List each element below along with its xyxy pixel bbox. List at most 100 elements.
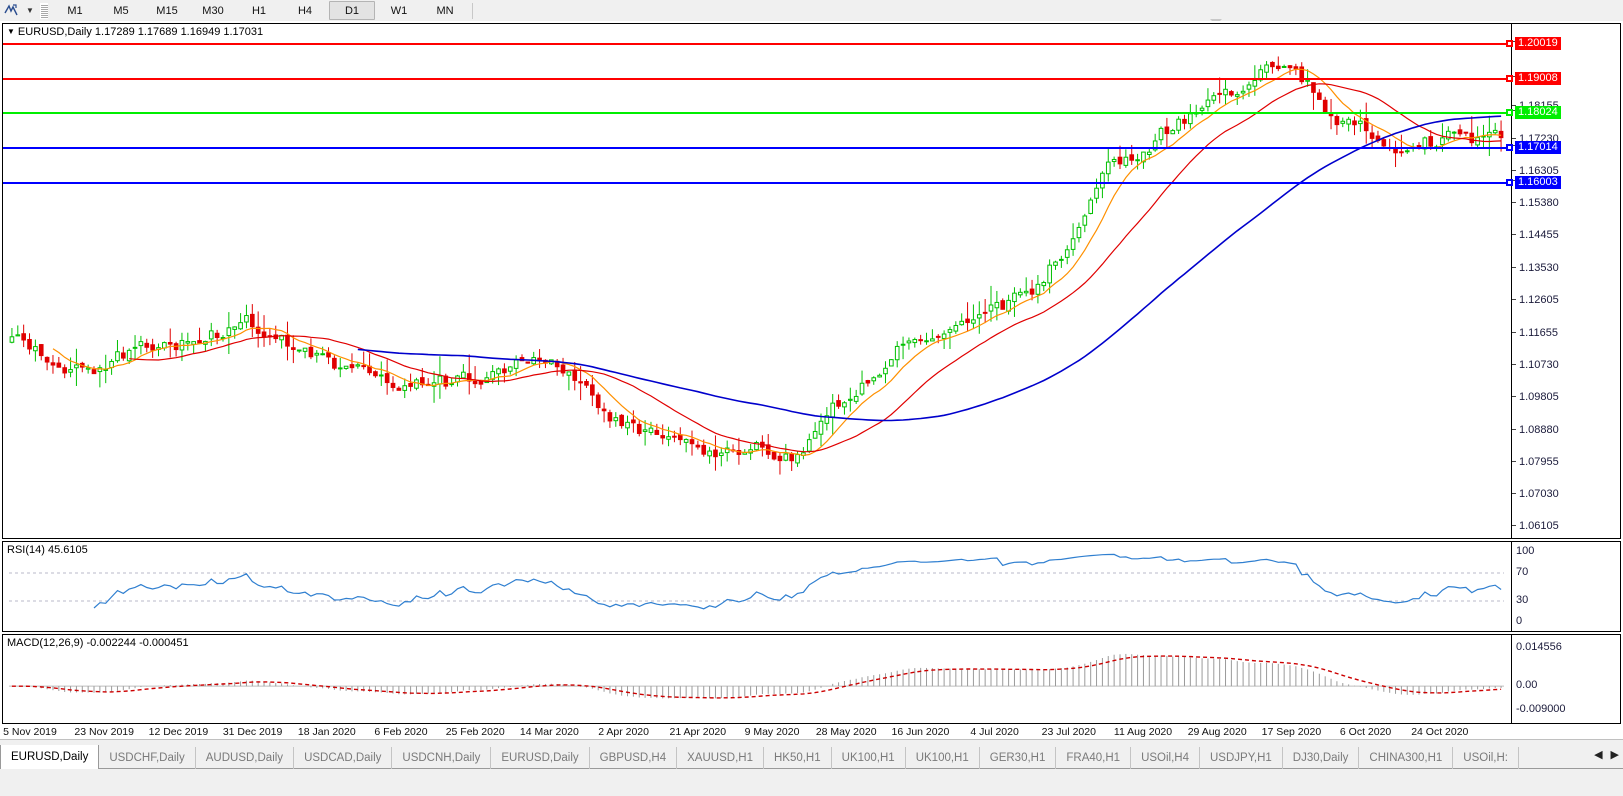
price-tick-6: 1.16305 <box>1512 165 1559 177</box>
date-tick-1: 23 Nov 2019 <box>74 726 134 738</box>
price-tick-14: 1.09805 <box>1512 391 1559 403</box>
tab-nav[interactable]: ◀ ▶ <box>1594 748 1619 761</box>
chart-tab-0[interactable]: EURUSD,Daily <box>0 745 100 769</box>
rsi-pane[interactable]: RSI(14) 45.6105 100 70 30 0 <box>2 541 1621 632</box>
rsi-line <box>9 553 1504 610</box>
chart-tab-1[interactable]: USDCHF,Daily <box>99 747 196 769</box>
macd-axis-separator <box>1511 635 1512 723</box>
date-tick-7: 14 Mar 2020 <box>519 726 579 738</box>
chart-tab-2[interactable]: AUDUSD,Daily <box>196 747 295 769</box>
timeframe-m30[interactable]: M30 <box>202 4 224 17</box>
chart-tab-5[interactable]: EURUSD,Daily <box>491 747 590 769</box>
chart-tab-9[interactable]: UK100,H1 <box>832 747 906 769</box>
level-line-1.18024[interactable] <box>3 112 1512 115</box>
chart-tab-11[interactable]: GER30,H1 <box>980 747 1057 769</box>
date-tick-15: 11 Aug 2020 <box>1113 726 1173 738</box>
date-tick-10: 9 May 2020 <box>744 726 800 738</box>
timeframe-m1[interactable]: M1 <box>67 4 83 17</box>
timeframe-m5[interactable]: M5 <box>113 4 129 17</box>
macd-y-axis: 0.014556 0.00 -0.009000 <box>1512 635 1620 723</box>
price-tick-15: 1.08880 <box>1512 424 1559 436</box>
chart-tab-12[interactable]: FRA40,H1 <box>1056 747 1132 769</box>
date-axis[interactable]: 5 Nov 2019 23 Nov 2019 12 Dec 2019 31 Dec 2… <box>2 726 1621 742</box>
chevron-left-icon[interactable]: ◀ <box>1594 749 1603 761</box>
chart-tab-3[interactable]: USDCAD,Daily <box>294 747 393 769</box>
price-tick-13: 1.10730 <box>1512 359 1559 371</box>
chart-tab-16[interactable]: CHINA300,H1 <box>1359 747 1454 769</box>
date-tick-8: 2 Apr 2020 <box>598 726 649 738</box>
mt-logo-icon <box>0 0 22 21</box>
chart-tab-8[interactable]: HK50,H1 <box>764 747 832 769</box>
level-line-1.17014[interactable] <box>3 147 1512 150</box>
timeframe-w1[interactable]: W1 <box>390 4 408 17</box>
chart-tabbar: EURUSD,Daily USDCHF,Daily AUDUSD,Daily USDC… <box>0 739 1623 796</box>
date-tick-11: 28 May 2020 <box>815 726 877 738</box>
level-line-1.16003[interactable] <box>3 182 1512 185</box>
date-tick-14: 23 Jul 2020 <box>1041 726 1096 738</box>
date-tick-4: 18 Jan 2020 <box>297 726 356 738</box>
timeframe-h1[interactable]: H1 <box>251 4 267 17</box>
price-tick-10: 1.13530 <box>1512 262 1559 274</box>
chevron-down-icon[interactable]: ▼ <box>26 6 34 15</box>
rsi-y-axis: 100 70 30 0 <box>1512 542 1620 631</box>
level-handle-1.17014[interactable] <box>1506 144 1513 152</box>
level-line-1.20019[interactable] <box>3 42 1512 45</box>
rsi-tick-30: 30 <box>1516 594 1529 606</box>
level-handle-1.18024[interactable] <box>1506 109 1513 117</box>
toolbar-separator <box>472 2 473 19</box>
toolbar-grip[interactable] <box>40 2 48 19</box>
price-tick-9: 1.14455 <box>1512 229 1559 241</box>
level-line-1.19008[interactable] <box>3 77 1512 80</box>
date-tick-16: 29 Aug 2020 <box>1187 726 1247 738</box>
level-label-1.20019[interactable]: 1.20019 <box>1515 36 1561 50</box>
level-label-1.18024[interactable]: 1.18024 <box>1515 106 1561 120</box>
timeframe-m15[interactable]: M15 <box>156 4 178 17</box>
macd-tick-2: -0.009000 <box>1516 702 1566 715</box>
level-label-1.17014[interactable]: 1.17014 <box>1515 141 1561 155</box>
chart-tab-15[interactable]: DJ30,Daily <box>1283 747 1360 769</box>
price-candles <box>9 56 1504 475</box>
chart-tab-7[interactable]: XAUUSD,H1 <box>677 747 764 769</box>
chart-tab-13[interactable]: USOil,H4 <box>1131 747 1200 769</box>
macd-tick-1: 0.00 <box>1516 679 1538 692</box>
date-tick-12: 16 Jun 2020 <box>891 726 950 738</box>
macd-pane[interactable]: MACD(12,26,9) -0.002244 -0.000451 0.0145… <box>2 634 1621 724</box>
date-tick-5: 6 Feb 2020 <box>374 726 428 738</box>
price-tick-17: 1.07030 <box>1512 488 1559 500</box>
price-pane[interactable]: ▼ EURUSD,Daily 1.17289 1.17689 1.16949 1.… <box>2 23 1621 539</box>
date-tick-6: 25 Feb 2020 <box>445 726 505 738</box>
rsi-tick-70: 70 <box>1516 566 1529 578</box>
price-y-axis[interactable]: 1.200191.190081.181551.180241.172301.170… <box>1512 24 1620 538</box>
date-tick-17: 17 Sep 2020 <box>1261 726 1322 738</box>
date-tick-13: 4 Jul 2020 <box>970 726 1019 738</box>
timeframe-h4[interactable]: H4 <box>297 4 313 17</box>
date-tick-19: 24 Oct 2020 <box>1411 726 1469 738</box>
level-handle-1.16003[interactable] <box>1506 179 1513 187</box>
tabbar-underline <box>0 768 1623 769</box>
level-label-1.16003[interactable]: 1.16003 <box>1515 176 1561 190</box>
rsi-tick-0: 0 <box>1516 615 1523 627</box>
chart-tab-4[interactable]: USDCNH,Daily <box>392 747 492 769</box>
date-tick-3: 31 Dec 2019 <box>222 726 283 738</box>
chart-tab-14[interactable]: USDJPY,H1 <box>1200 747 1283 769</box>
chart-area[interactable]: ▼ EURUSD,Daily 1.17289 1.17689 1.16949 1.… <box>0 21 1623 739</box>
level-label-1.19008[interactable]: 1.19008 <box>1515 71 1561 85</box>
date-tick-0: 5 Nov 2019 <box>3 726 57 738</box>
chart-tabs[interactable]: EURUSD,Daily USDCHF,Daily AUDUSD,Daily USDC… <box>0 745 1590 769</box>
macd-histogram <box>9 653 1504 699</box>
price-tick-11: 1.12605 <box>1512 294 1559 306</box>
chart-tab-6[interactable]: GBPUSD,H4 <box>590 747 678 769</box>
level-handle-1.19008[interactable] <box>1506 74 1513 82</box>
timeframe-d1[interactable]: D1 <box>329 1 375 20</box>
price-tick-16: 1.07955 <box>1512 456 1559 468</box>
chevron-right-icon[interactable]: ▶ <box>1610 749 1619 761</box>
price-axis-separator <box>1511 24 1512 538</box>
price-tick-18: 1.06105 <box>1512 520 1559 532</box>
chart-tab-17[interactable]: USOil,H: <box>1453 747 1520 769</box>
chart-tab-10[interactable]: UK100,H1 <box>906 747 980 769</box>
timeframe-mn[interactable]: MN <box>436 4 454 17</box>
date-tick-9: 21 Apr 2020 <box>669 726 727 738</box>
date-tick-18: 6 Oct 2020 <box>1339 726 1392 738</box>
level-handle-1.20019[interactable] <box>1506 39 1513 47</box>
